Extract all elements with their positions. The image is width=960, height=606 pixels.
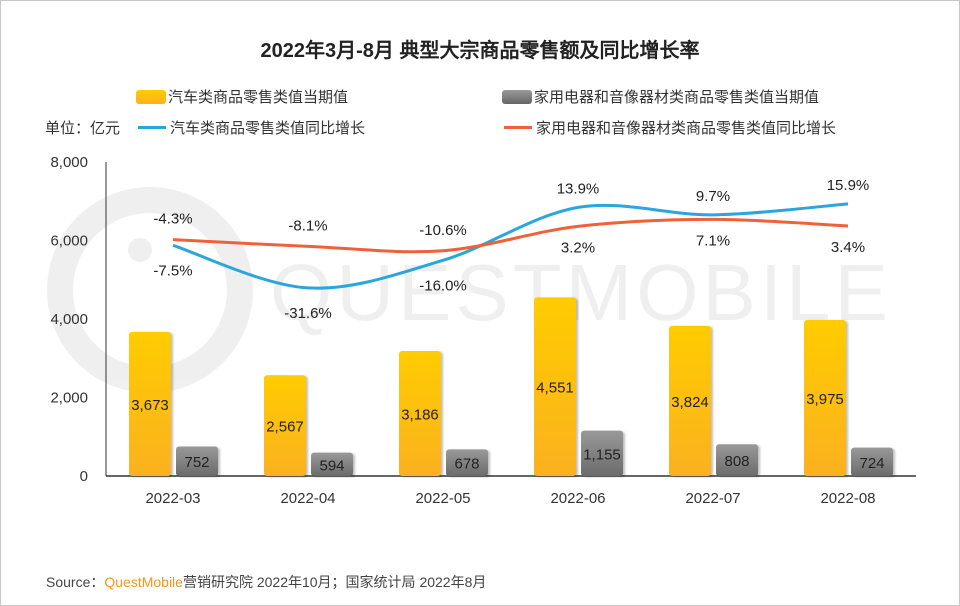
line-data-label: 3.4%: [831, 239, 865, 256]
bar-auto: [264, 375, 306, 476]
bar-auto: [129, 331, 171, 476]
legend-swatch-orange: [504, 126, 532, 129]
source-prefix: Source：: [46, 574, 105, 590]
unit-label: 单位：亿元: [45, 120, 121, 137]
x-tick-label: 2022-06: [550, 490, 605, 507]
line-data-label: -4.3%: [153, 211, 192, 228]
bar-data-label: 724: [859, 455, 884, 472]
bar-auto: [669, 325, 711, 476]
source-brand: QuestMobile: [104, 574, 183, 590]
legend-swatch-gold: [136, 89, 166, 104]
bar-data-label: 1,155: [583, 446, 621, 463]
bar-data-label: 594: [319, 457, 344, 474]
legend-item-auto-value: 汽车类商品零售类值当期值: [136, 86, 348, 107]
bar-data-label: 3,186: [401, 406, 439, 423]
legend-item-auto-growth: 汽车类商品零售类值同比增长: [138, 117, 365, 138]
legend-label: 汽车类商品零售类值当期值: [168, 89, 349, 106]
bar-appliance: [176, 446, 218, 476]
line-data-label: -31.6%: [284, 305, 332, 322]
line-data-label: 3.2%: [561, 239, 595, 256]
y-tick-label: 8,000: [50, 154, 88, 171]
line-data-label: 9.7%: [696, 188, 730, 205]
bar-appliance: [581, 430, 623, 476]
legend-label: 汽车类商品零售类值同比增长: [170, 120, 366, 137]
bar-data-label: 4,551: [536, 380, 574, 397]
line-auto-growth: [172, 202, 849, 290]
legend-label: 家用电器和音像器材类商品零售类值当期值: [534, 89, 820, 106]
chart-title: 2022年3月-8月 典型大宗商品零售额及同比增长率: [260, 40, 700, 62]
y-tick-label: 0: [80, 468, 88, 485]
bar-data-label: 752: [184, 454, 209, 471]
bar-data-label: 678: [454, 456, 479, 473]
source-text: 营销研究院 2022年10月；国家统计局 2022年8月: [182, 574, 487, 590]
bar-appliance: [851, 447, 893, 476]
x-tick-label: 2022-03: [145, 490, 200, 507]
x-tick-label: 2022-04: [280, 490, 335, 507]
x-tick-label: 2022-05: [415, 490, 470, 507]
legend-swatch-gray: [502, 89, 532, 104]
bar-data-label: 3,824: [671, 394, 709, 411]
bar-appliance: [716, 444, 758, 476]
line-data-label: -10.6%: [419, 222, 467, 239]
watermark-text: QUESTMOBILE: [270, 248, 892, 337]
legend-item-appliance-growth: 家用电器和音像器材类商品零售类值同比增长: [504, 117, 836, 138]
y-tick-label: 6,000: [50, 233, 88, 250]
line-data-label: -7.5%: [153, 262, 192, 279]
bar-auto: [399, 350, 441, 476]
bar-data-label: 3,673: [131, 397, 169, 414]
bar-appliance: [311, 452, 353, 476]
legend-swatch-blue: [138, 126, 166, 129]
bar-auto: [534, 297, 576, 476]
x-tick-label: 2022-08: [820, 490, 875, 507]
line-data-label: 7.1%: [696, 232, 730, 249]
bar-appliance: [446, 449, 488, 476]
bar-data-label: 808: [724, 453, 749, 470]
y-tick-label: 4,000: [50, 311, 88, 328]
source-note: Source：QuestMobile营销研究院 2022年10月；国家统计局 2…: [46, 572, 486, 592]
bar-data-label: 2,567: [266, 419, 304, 436]
x-tick-label: 2022-07: [685, 490, 740, 507]
line-data-label: 13.9%: [557, 180, 600, 197]
line-data-label: -16.0%: [419, 277, 467, 294]
legend-label: 家用电器和音像器材类商品零售类值同比增长: [536, 120, 837, 137]
line-data-label: -8.1%: [288, 217, 327, 234]
y-tick-label: 2,000: [50, 390, 88, 407]
bar-auto: [804, 319, 846, 476]
legend-item-appliance-value: 家用电器和音像器材类商品零售类值当期值: [502, 86, 819, 107]
line-appliance-growth: [172, 217, 849, 254]
bar-data-label: 3,975: [806, 391, 844, 408]
line-data-label: 15.9%: [827, 177, 870, 194]
